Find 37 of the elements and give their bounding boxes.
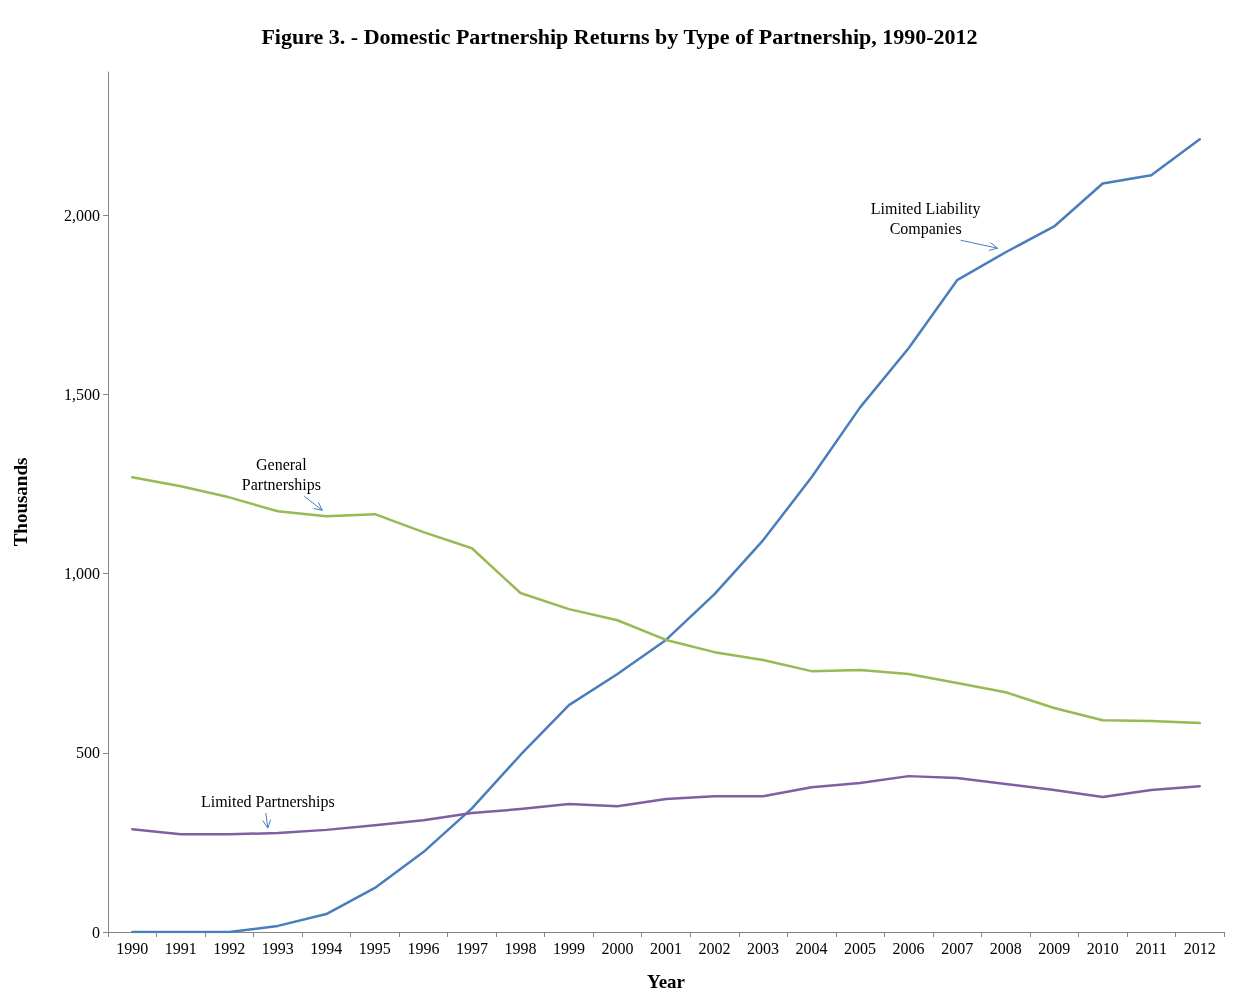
x-tick-label: 2006 (892, 939, 925, 957)
x-tick-label: 2001 (650, 939, 682, 957)
x-tick-label: 2010 (1086, 939, 1119, 957)
x-tick-label: 2004 (795, 939, 828, 957)
x-tick-label: 2007 (941, 939, 974, 957)
x-tick-label: 1997 (455, 939, 488, 957)
x-tick-label: 1996 (407, 939, 440, 957)
x-tick-label: 1998 (504, 939, 537, 957)
line-series (131, 774, 1201, 836)
chart-title: Figure 3. - Domestic Partnership Returns by Type of Partnership, 1990-2012 (261, 23, 978, 49)
line-series (131, 138, 1201, 934)
x-tick-label: 1990 (116, 939, 149, 957)
x-tick-label: 1995 (358, 939, 391, 957)
x-axis-title: Year (647, 971, 686, 992)
x-tick-label: 2003 (747, 939, 780, 957)
y-tick-label: 1,000 (64, 565, 100, 583)
x-tick-label: 2002 (698, 939, 731, 957)
x-tick-label: 2000 (601, 939, 634, 957)
x-tick-label: 2012 (1183, 939, 1216, 957)
x-tick-label: 2009 (1038, 939, 1071, 957)
x-tick-label: 2008 (989, 939, 1022, 957)
x-tick-label: 1991 (164, 939, 197, 957)
y-axis-title: Thousands (10, 457, 31, 547)
x-tick-label: 2005 (844, 939, 877, 957)
x-tick-label: 1993 (261, 939, 294, 957)
series-label: General Partnerships (241, 455, 321, 494)
y-tick-label: 1,500 (64, 386, 100, 403)
line-series (131, 476, 1201, 725)
x-tick-label: 1999 (552, 939, 585, 957)
y-tick-label: 500 (76, 744, 100, 762)
x-tick-label: 1994 (310, 939, 343, 957)
y-tick-label: 0 (92, 923, 100, 941)
y-tick-label: 2,000 (64, 206, 100, 224)
x-tick-label: 1992 (213, 939, 246, 957)
series-label: Limited Partnerships (200, 792, 335, 811)
series-label: Limited Liability Companies (870, 199, 981, 238)
x-tick-label: 2011 (1135, 939, 1167, 957)
